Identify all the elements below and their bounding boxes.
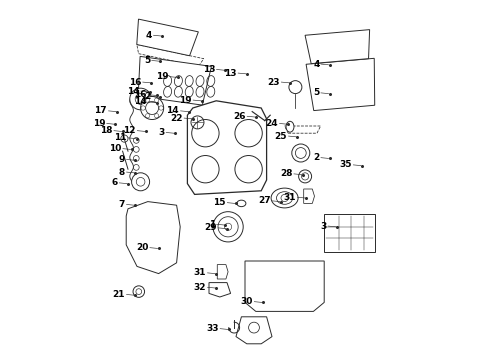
- Text: 3: 3: [158, 128, 165, 137]
- Polygon shape: [285, 126, 320, 133]
- Text: 14: 14: [134, 97, 147, 107]
- Text: 26: 26: [233, 112, 245, 121]
- Text: 20: 20: [136, 243, 148, 252]
- Text: 29: 29: [204, 223, 217, 233]
- Polygon shape: [305, 30, 369, 64]
- Text: 16: 16: [134, 90, 147, 99]
- Text: 31: 31: [194, 269, 206, 277]
- Text: 13: 13: [224, 68, 237, 77]
- Circle shape: [289, 81, 302, 94]
- Text: 27: 27: [258, 197, 271, 205]
- Text: 32: 32: [194, 283, 206, 292]
- Text: 30: 30: [241, 297, 253, 306]
- Polygon shape: [209, 283, 231, 297]
- Ellipse shape: [237, 200, 246, 207]
- Text: 28: 28: [280, 169, 293, 178]
- Text: 2: 2: [313, 153, 319, 162]
- Ellipse shape: [286, 121, 294, 132]
- Circle shape: [298, 170, 312, 183]
- Circle shape: [191, 116, 204, 129]
- Circle shape: [133, 286, 145, 297]
- Text: 18: 18: [100, 126, 113, 135]
- Polygon shape: [137, 45, 204, 66]
- Circle shape: [292, 144, 310, 162]
- Polygon shape: [245, 261, 324, 311]
- Text: 19: 19: [93, 119, 105, 128]
- Text: 19: 19: [179, 95, 192, 104]
- Polygon shape: [236, 317, 272, 344]
- Text: 19: 19: [156, 72, 169, 81]
- Text: 25: 25: [274, 132, 287, 140]
- Polygon shape: [138, 57, 211, 105]
- Text: 5: 5: [144, 56, 150, 65]
- Text: 31: 31: [284, 193, 296, 202]
- Circle shape: [130, 88, 151, 110]
- Text: 13: 13: [203, 65, 215, 74]
- Text: 11: 11: [115, 133, 127, 142]
- Text: 23: 23: [268, 77, 280, 86]
- Text: 4: 4: [313, 60, 319, 69]
- Text: 12: 12: [123, 126, 136, 135]
- Polygon shape: [306, 58, 375, 111]
- Circle shape: [132, 173, 149, 191]
- Text: 4: 4: [146, 31, 152, 40]
- Text: 10: 10: [109, 144, 122, 153]
- Text: 8: 8: [119, 167, 125, 176]
- Text: 1: 1: [209, 220, 215, 229]
- Text: 35: 35: [340, 161, 352, 169]
- Text: 14: 14: [127, 86, 140, 95]
- Polygon shape: [187, 101, 267, 194]
- Text: 16: 16: [129, 77, 141, 86]
- Polygon shape: [304, 189, 315, 203]
- Text: 24: 24: [266, 119, 278, 128]
- Polygon shape: [217, 265, 228, 279]
- Text: 2: 2: [144, 92, 150, 101]
- Circle shape: [213, 212, 243, 242]
- Polygon shape: [137, 19, 198, 56]
- Polygon shape: [126, 202, 180, 274]
- Text: 6: 6: [112, 178, 118, 187]
- Text: 7: 7: [119, 200, 125, 209]
- Ellipse shape: [271, 188, 298, 208]
- Text: 22: 22: [170, 113, 183, 122]
- Text: 14: 14: [167, 107, 179, 115]
- Circle shape: [141, 96, 164, 120]
- Polygon shape: [324, 214, 374, 252]
- Text: 17: 17: [95, 107, 107, 115]
- Text: 5: 5: [313, 88, 319, 97]
- Text: 15: 15: [214, 198, 226, 207]
- Text: 3: 3: [320, 222, 327, 231]
- Text: 33: 33: [206, 324, 219, 333]
- Text: 9: 9: [119, 155, 125, 164]
- Text: 21: 21: [113, 290, 125, 299]
